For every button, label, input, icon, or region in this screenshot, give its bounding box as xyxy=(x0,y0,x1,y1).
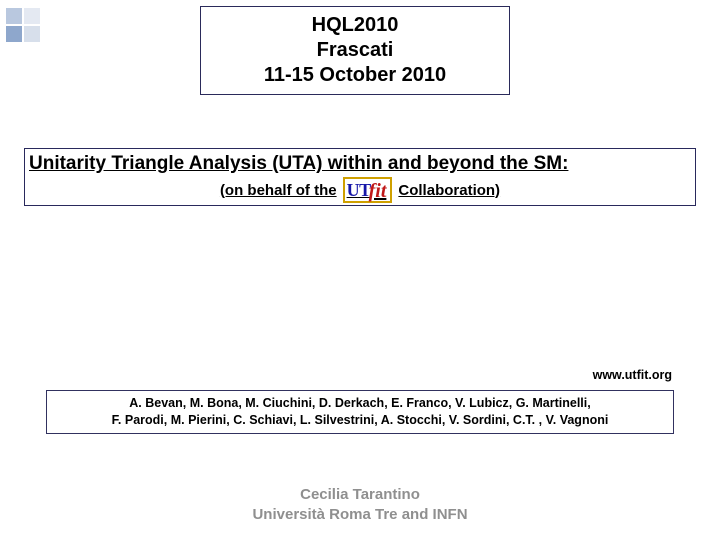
authors-line: A. Bevan, M. Bona, M. Ciuchini, D. Derka… xyxy=(53,395,667,412)
corner-decoration xyxy=(6,8,40,42)
logo-ut: UT xyxy=(347,180,371,201)
website-url: www.utfit.org xyxy=(593,368,672,382)
deco-square xyxy=(24,8,40,24)
presenter-affiliation: Università Roma Tre and INFN xyxy=(0,505,720,525)
title-box: Unitarity Triangle Analysis (UTA) within… xyxy=(24,148,696,206)
utfit-logo: UT fit xyxy=(343,177,393,203)
behalf-row: (on behalf of the UT fit Collaboration) xyxy=(29,177,691,203)
presenter-name: Cecilia Tarantino xyxy=(0,485,720,505)
authors-line: F. Parodi, M. Pierini, C. Schiavi, L. Si… xyxy=(53,412,667,429)
talk-title: Unitarity Triangle Analysis (UTA) within… xyxy=(29,153,691,175)
deco-square xyxy=(24,26,40,42)
presenter-block: Cecilia Tarantino Università Roma Tre an… xyxy=(0,485,720,524)
logo-fit: fit xyxy=(369,180,387,203)
deco-square xyxy=(6,8,22,24)
behalf-right: Collaboration) xyxy=(398,182,500,199)
event-name: HQL2010 xyxy=(209,13,501,38)
authors-box: A. Bevan, M. Bona, M. Ciuchini, D. Derka… xyxy=(46,390,674,434)
behalf-left: (on behalf of the xyxy=(220,182,337,199)
deco-square xyxy=(6,26,22,42)
event-dates: 11-15 October 2010 xyxy=(209,63,501,88)
event-box: HQL2010 Frascati 11-15 October 2010 xyxy=(200,6,510,95)
event-location: Frascati xyxy=(209,38,501,63)
